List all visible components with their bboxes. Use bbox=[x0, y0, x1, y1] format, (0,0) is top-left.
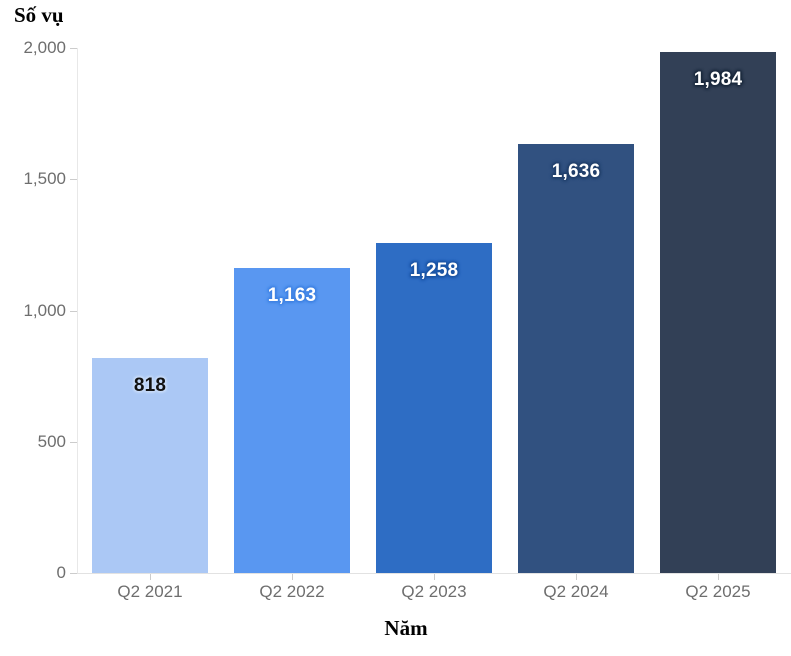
bar-value-label: 1,258 bbox=[409, 260, 459, 281]
x-axis-tick-label: Q2 2022 bbox=[259, 582, 325, 601]
bar-value-label: 818 bbox=[133, 375, 167, 396]
x-axis-title: Năm bbox=[384, 616, 428, 640]
bar-value-label: 1,163 bbox=[267, 285, 317, 306]
x-axis-tick bbox=[150, 574, 151, 580]
y-axis-tick bbox=[70, 442, 77, 443]
bar-value-label: 1,636 bbox=[551, 161, 601, 182]
bar-q2-2023: 1,258 bbox=[376, 243, 492, 573]
bar-q2-2024: 1,636 bbox=[518, 144, 634, 573]
y-axis-tick-label: 0 bbox=[56, 563, 66, 582]
x-axis-tick bbox=[576, 574, 577, 580]
bar-q2-2021: 818 bbox=[92, 358, 208, 573]
x-axis-tick-label: Q2 2024 bbox=[543, 582, 609, 601]
x-axis-tick bbox=[292, 574, 293, 580]
x-axis-tick bbox=[434, 574, 435, 580]
bar-value-label: 1,984 bbox=[693, 69, 743, 90]
x-axis-tick bbox=[718, 574, 719, 580]
y-axis-title: Số vụ bbox=[14, 3, 64, 27]
x-axis-line bbox=[70, 573, 791, 574]
y-axis-tick-label: 500 bbox=[37, 432, 66, 451]
bar-q2-2022: 1,163 bbox=[234, 268, 350, 573]
x-axis-tick-label: Q2 2023 bbox=[401, 582, 467, 601]
x-axis-tick-label: Q2 2025 bbox=[685, 582, 751, 601]
x-axis-tick-label: Q2 2021 bbox=[117, 582, 183, 601]
y-axis-tick bbox=[70, 48, 77, 49]
y-axis-tick bbox=[70, 573, 77, 574]
y-axis-line bbox=[77, 48, 78, 573]
bar-q2-2025: 1,984 bbox=[660, 52, 776, 573]
y-axis-tick-label: 2,000 bbox=[23, 38, 66, 57]
y-axis-tick bbox=[70, 311, 77, 312]
y-axis-tick bbox=[70, 179, 77, 180]
y-axis-tick-label: 1,500 bbox=[23, 169, 66, 188]
y-axis-tick-label: 1,000 bbox=[23, 301, 66, 320]
